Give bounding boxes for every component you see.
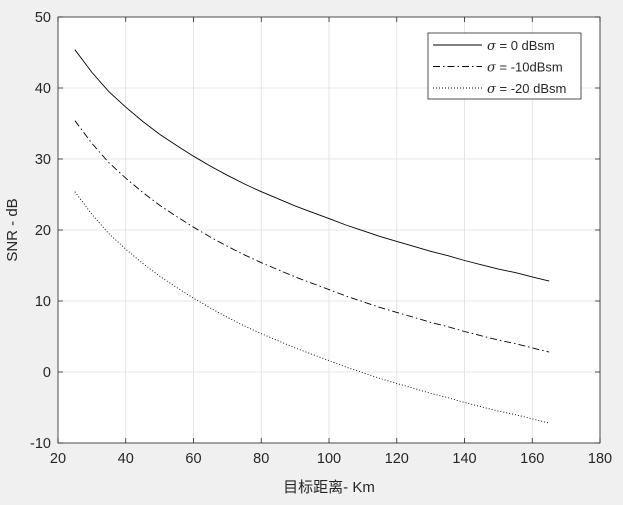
x-tick-label: 120 xyxy=(385,451,409,467)
x-tick-label: 20 xyxy=(50,451,66,467)
x-tick-label: 40 xyxy=(118,451,134,467)
y-tick-label: 20 xyxy=(35,223,51,239)
sigma-symbol: σ xyxy=(487,61,497,76)
sigma-symbol: σ xyxy=(487,39,497,54)
sigma-symbol: σ xyxy=(487,82,497,97)
y-tick-label: 40 xyxy=(35,81,51,97)
x-axis-label: 目标距离- Km xyxy=(283,479,375,496)
legend-label-text: = -10dBsm xyxy=(496,60,563,75)
legend-label-text: = -20 dBsm xyxy=(496,81,566,96)
legend-label-1: σ = 0 dBsm xyxy=(487,38,555,54)
y-tick-label: 10 xyxy=(35,294,51,310)
legend-label-text: = 0 dBsm xyxy=(496,38,555,53)
y-tick-label: 30 xyxy=(35,152,51,168)
series-line-2 xyxy=(74,120,550,353)
axis-ticks: 20 40 60 80 100 120 140 160 180 -10 0 10 20 30 40 50 xyxy=(30,10,612,467)
x-tick-label: 180 xyxy=(588,451,612,467)
y-tick-label: 50 xyxy=(35,10,51,26)
y-tick-label: -10 xyxy=(30,436,51,452)
legend-label-2: σ = -10dBsm xyxy=(487,60,563,76)
legend-box xyxy=(427,32,582,100)
x-tick-label: 160 xyxy=(520,451,544,467)
y-axis-label: SNR - dB xyxy=(4,198,21,261)
x-tick-label: 60 xyxy=(185,451,201,467)
series-layer xyxy=(74,49,550,424)
x-tick-label: 140 xyxy=(452,451,476,467)
y-tick-label: 0 xyxy=(43,365,51,381)
series-line-1 xyxy=(74,49,550,282)
legend-label-3: σ = -20 dBsm xyxy=(487,81,566,97)
x-tick-label: 100 xyxy=(317,451,341,467)
x-tick-label: 80 xyxy=(253,451,269,467)
